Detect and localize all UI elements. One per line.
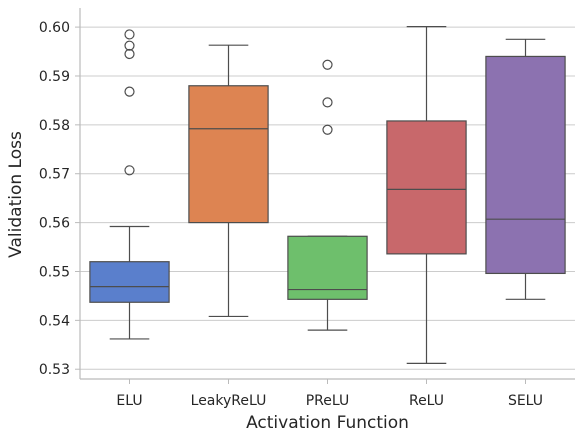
outlier-point	[124, 40, 135, 51]
x-tick-label: PReLU	[306, 393, 350, 409]
iqr-box	[188, 85, 269, 224]
boxes	[89, 26, 566, 364]
y-tick-label: 0.54	[39, 313, 70, 329]
outlier-point	[322, 59, 333, 70]
x-tick-label: SELU	[508, 393, 543, 409]
y-tick-label: 0.56	[39, 216, 70, 232]
y-axis-label: Validation Loss	[6, 131, 26, 258]
outlier-point	[124, 48, 135, 60]
iqr-box	[485, 55, 566, 275]
outlier-point	[322, 97, 333, 108]
outlier-point	[322, 124, 333, 135]
y-tick-label: 0.53	[39, 362, 70, 378]
x-tick-label: ReLU	[409, 393, 444, 409]
axes: 0.53 0.54 0.55 0.56 0.57 0.58 0.59 0.60 ELU Leaky…	[39, 8, 575, 409]
iqr-box	[89, 261, 170, 303]
y-tick-label: 0.60	[39, 20, 70, 36]
y-tick-label: 0.55	[39, 264, 70, 280]
box-group-selu	[485, 38, 566, 300]
x-tick-label: ELU	[116, 393, 142, 409]
y-tick-label: 0.59	[39, 69, 70, 85]
outlier-point	[124, 165, 135, 176]
x-axis-label: Activation Function	[246, 413, 409, 433]
y-tick-label: 0.58	[39, 118, 70, 134]
y-tick-label: 0.57	[39, 167, 70, 183]
outlier-point	[124, 86, 135, 97]
outlier-point	[124, 29, 135, 40]
box-group-elu	[89, 29, 170, 340]
iqr-box	[287, 235, 368, 300]
iqr-box	[386, 120, 467, 255]
box-group-leakyrelu	[188, 44, 269, 318]
x-tick-label: LeakyReLU	[191, 393, 267, 409]
box-group-relu	[386, 26, 467, 364]
box-group-prelu	[287, 59, 368, 331]
